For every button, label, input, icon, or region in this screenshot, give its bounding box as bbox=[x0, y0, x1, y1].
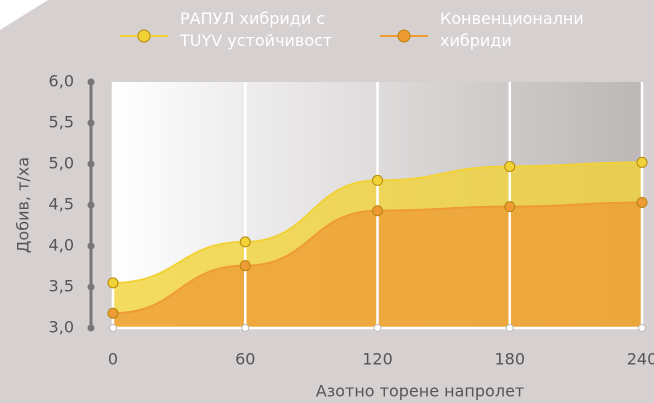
marker bbox=[239, 260, 251, 272]
x-tick-label: 120 bbox=[362, 350, 393, 369]
y-tick-label: 6,0 bbox=[49, 72, 74, 91]
y-tick bbox=[87, 78, 95, 86]
marker bbox=[372, 174, 383, 186]
corner bbox=[0, 0, 48, 30]
marker bbox=[107, 307, 119, 319]
y-tick-label: 4,0 bbox=[49, 236, 74, 255]
marker bbox=[504, 201, 516, 213]
marker bbox=[504, 160, 516, 172]
y-axis-label: Добив, т/ха bbox=[14, 157, 33, 253]
marker bbox=[107, 277, 119, 289]
x-tick-label: 180 bbox=[494, 350, 525, 369]
x-tick-label: 0 bbox=[108, 350, 118, 369]
y-tick-label: 3,0 bbox=[49, 318, 74, 337]
legend-marker bbox=[397, 29, 411, 43]
marker bbox=[372, 205, 383, 217]
legend-label: Конвенционални хибриди bbox=[440, 9, 584, 50]
line bbox=[112, 161, 643, 284]
x-axis-label: Азотно торене напролет bbox=[316, 382, 524, 401]
x-tick bbox=[638, 324, 646, 332]
marker bbox=[636, 197, 648, 209]
y-tick bbox=[87, 242, 95, 250]
line bbox=[112, 201, 643, 315]
marker bbox=[636, 156, 648, 168]
x-tick bbox=[505, 324, 514, 332]
y-tick bbox=[87, 201, 95, 209]
x-tick bbox=[241, 324, 250, 332]
x-tick bbox=[373, 324, 382, 332]
y-tick bbox=[87, 324, 95, 332]
y-tick bbox=[87, 160, 95, 168]
legend-label: РАПУЛ хибриди с TUYV устойчивост bbox=[180, 9, 333, 50]
y-tick bbox=[87, 119, 95, 127]
y-tick-label: 5,0 bbox=[49, 154, 74, 173]
x-tick-label: 240 bbox=[627, 350, 654, 369]
y-tick bbox=[87, 283, 95, 291]
marker bbox=[239, 236, 251, 248]
x-tick bbox=[109, 324, 117, 332]
legend-marker bbox=[137, 29, 151, 43]
y-tick-label: 5,5 bbox=[49, 113, 74, 132]
x-tick-label: 60 bbox=[235, 350, 255, 369]
y-tick-label: 3,5 bbox=[49, 277, 74, 296]
y-tick-label: 4,5 bbox=[49, 195, 74, 214]
